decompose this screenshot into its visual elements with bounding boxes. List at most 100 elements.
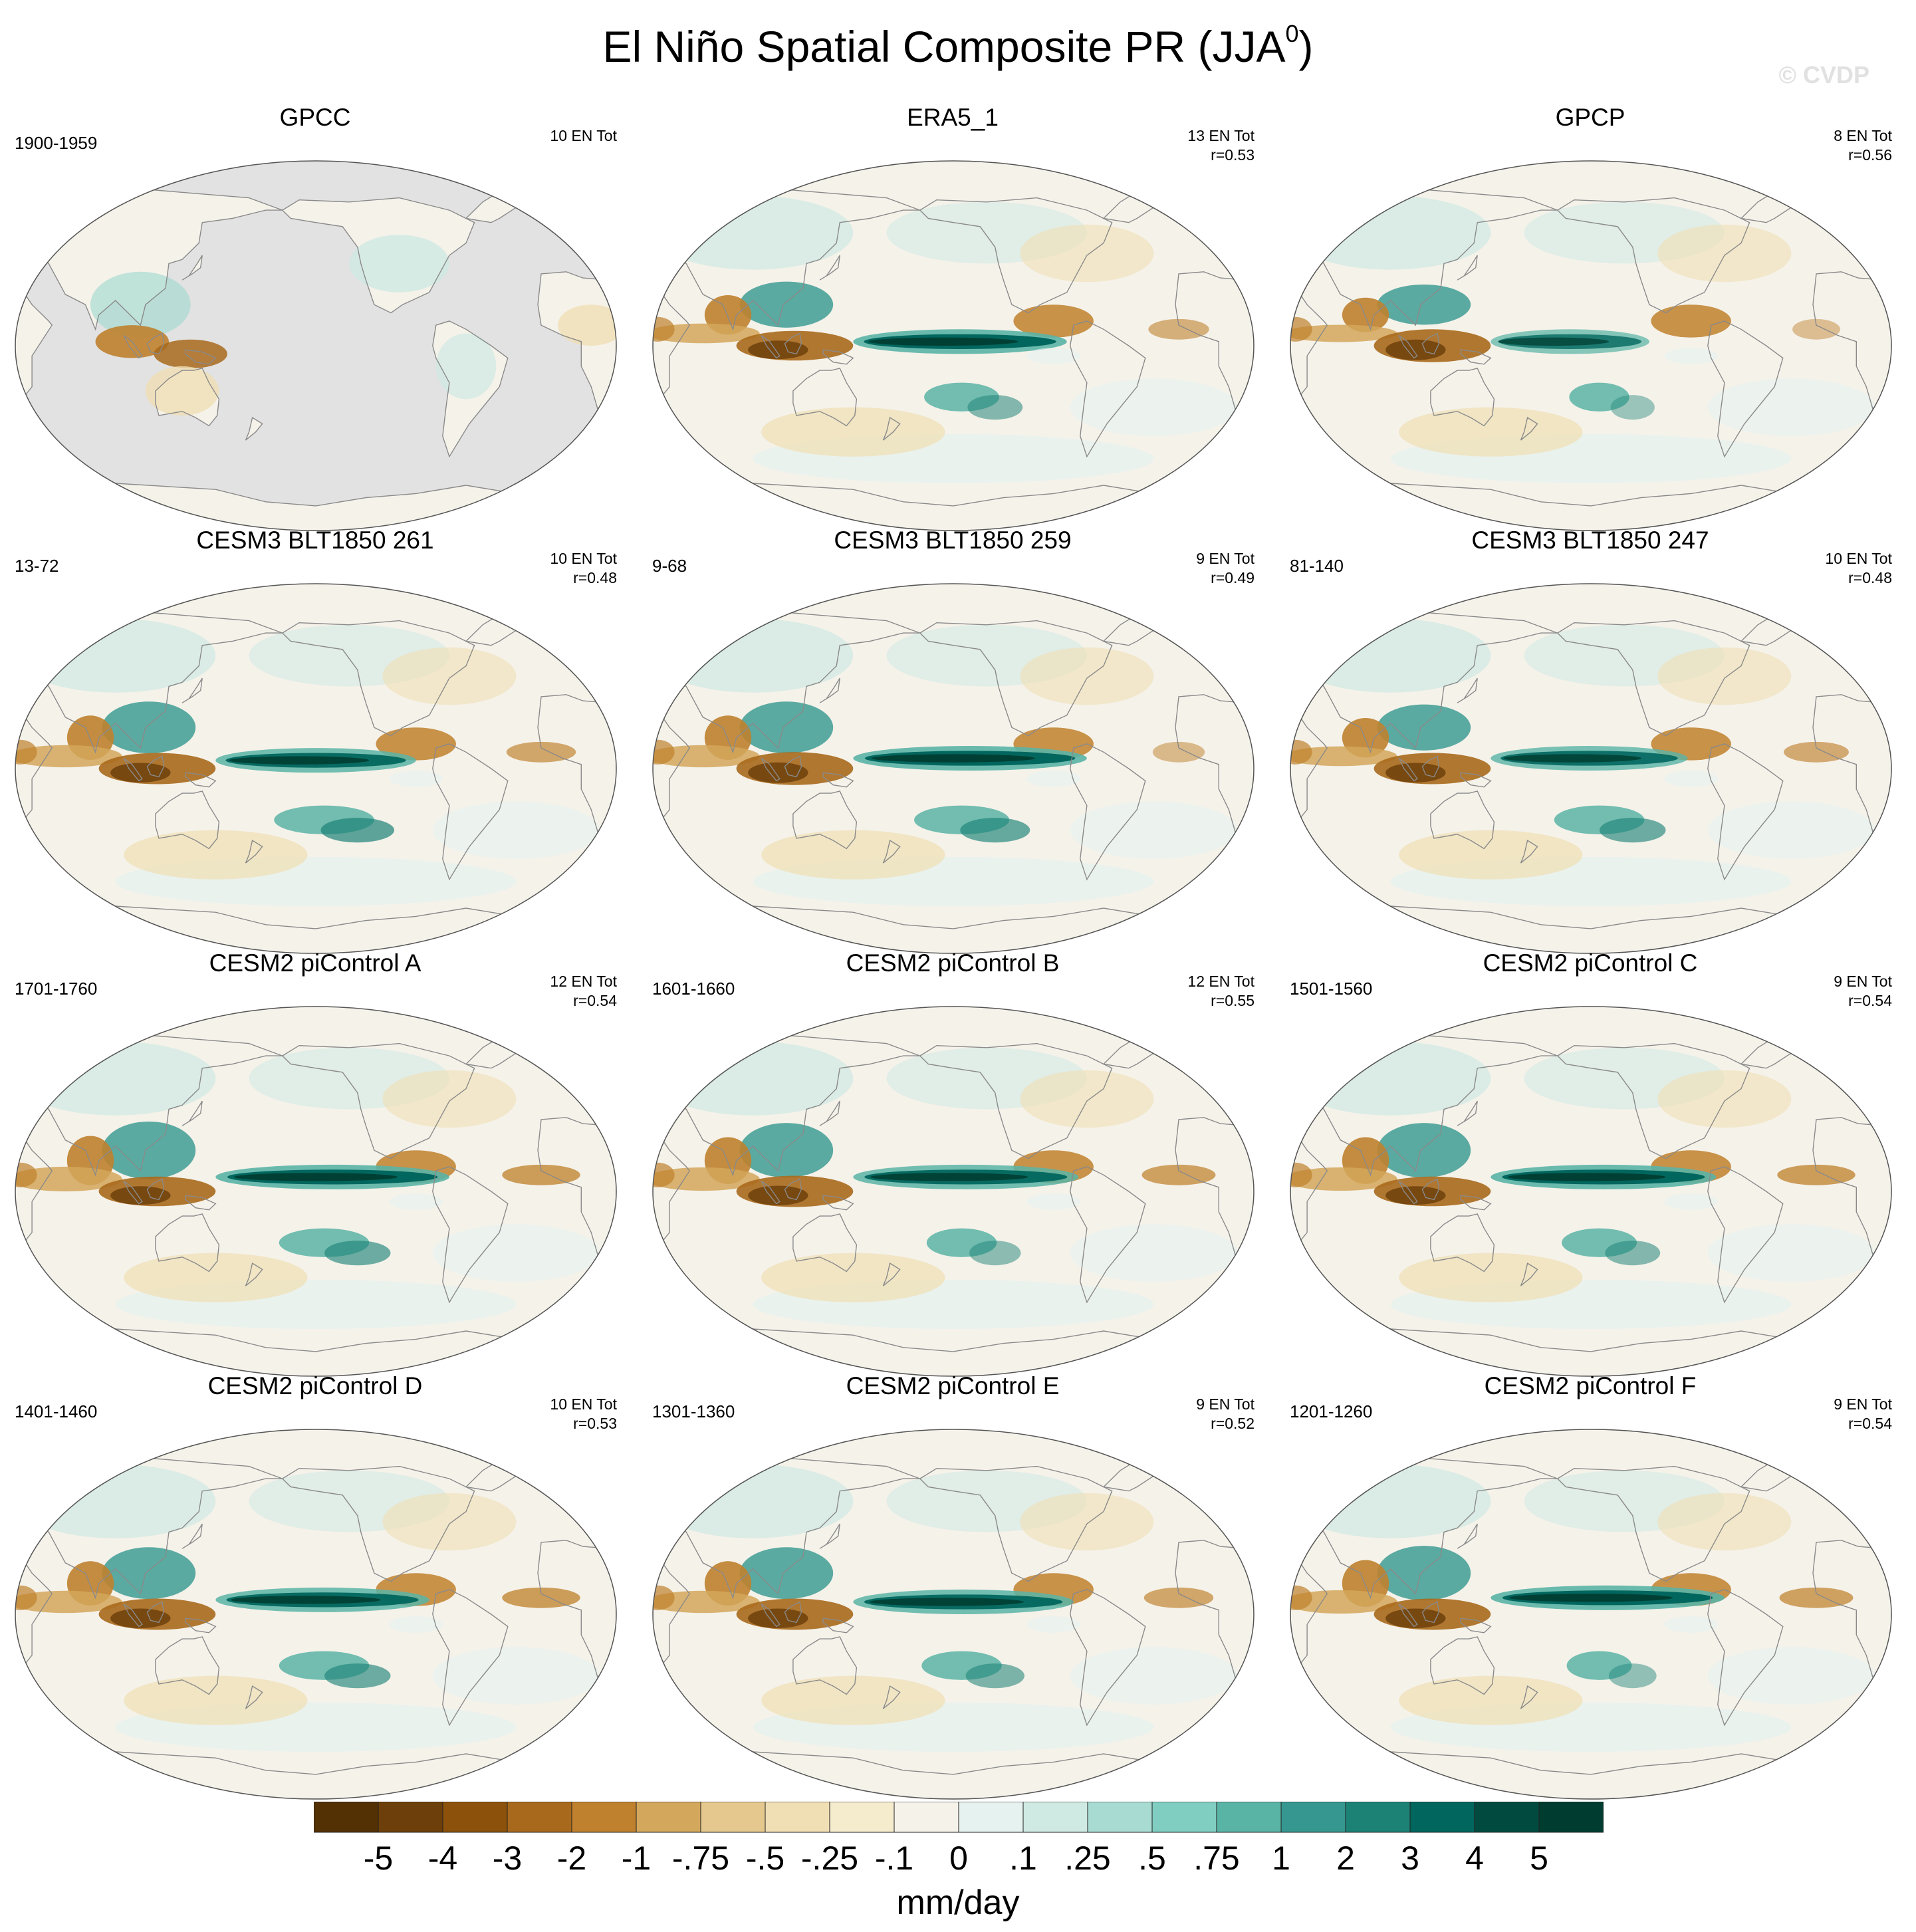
anomaly-itcz-max — [1498, 337, 1609, 346]
anomaly-itcz-max — [1503, 754, 1642, 763]
coastline-borneo — [784, 755, 802, 778]
map-outline — [1290, 1006, 1892, 1377]
panel-en-total: 12 EN Tot — [550, 973, 617, 990]
panel-title: CESM2 piControl C — [1483, 949, 1698, 977]
coastline-north-america — [919, 197, 1113, 314]
map-panel: CESM2 piControl B 1601-1660 12 EN Tot r=0.5… — [640, 949, 1265, 1377]
anomaly-africa-edge-dry — [1290, 1585, 1312, 1610]
anomaly-satl-wet — [1707, 1647, 1875, 1705]
panel-stats: 9 EN Tot r=0.54 — [1834, 972, 1892, 1011]
anomaly-atlitcz-dry — [502, 1164, 580, 1185]
anomaly-africa-edge-dry — [15, 739, 37, 765]
anomaly-indonesia-dry — [154, 339, 227, 368]
map-panel: GPCC 1900-1959 10 EN Tot — [3, 104, 628, 531]
anomaly-samerica-wet — [435, 333, 497, 400]
map-svg — [1290, 583, 1892, 954]
precip-field — [653, 161, 1254, 531]
map-outline — [1290, 160, 1892, 531]
panel-en-total: 10 EN Tot — [550, 127, 617, 144]
map-outline — [15, 1006, 617, 1377]
anomaly-india-dry — [1342, 297, 1389, 332]
map-panel: CESM2 piControl F 1201-1260 9 EN Tot r=0.54 — [1278, 1372, 1903, 1800]
coastline-antarctica — [653, 1751, 1254, 1799]
anomaly-eurasia-wet — [1290, 195, 1491, 270]
coastline-japan — [1457, 255, 1478, 281]
coastline-africa-west — [1812, 271, 1891, 416]
anomaly-eurasia-wet — [1290, 618, 1491, 693]
coastline-sumatra — [761, 335, 780, 359]
coastline-australia — [155, 790, 220, 850]
coastline-sumatra — [123, 758, 143, 782]
anomaly-wnp-wet — [102, 1547, 196, 1600]
panel-stats: 9 EN Tot r=0.49 — [1196, 549, 1255, 588]
coastline-new-zealand — [1520, 1262, 1538, 1286]
anomaly-maritime-core — [110, 1186, 171, 1205]
panel-title: CESM2 piControl F — [1484, 1372, 1697, 1399]
anomaly-spcz-core — [1600, 818, 1666, 843]
anomaly-wnp-wet — [1377, 704, 1471, 751]
anomaly-africa-edge-dry — [1290, 316, 1312, 342]
coastline-borneo — [146, 755, 165, 778]
anomaly-sw-dry — [761, 830, 945, 880]
precip-field — [653, 1429, 1254, 1799]
coastline-sumatra — [1398, 758, 1418, 782]
map-outline — [15, 583, 617, 954]
colorbar-tick-label: -2 — [557, 1840, 586, 1875]
coastline-new-guinea — [1460, 1618, 1492, 1633]
panel-years: 1201-1260 — [1290, 1401, 1373, 1421]
coastline-north-america — [919, 1042, 1113, 1159]
anomaly-wnp-wet — [1377, 284, 1471, 325]
anomaly-atlantic-dry — [1657, 1070, 1792, 1128]
coastline-borneo — [784, 332, 802, 355]
coastline-new-guinea — [185, 349, 217, 365]
colorbar-swatch — [1022, 1802, 1088, 1833]
panel-title: CESM3 BLT1850 247 — [1471, 527, 1709, 554]
anomaly-africa-edge-dry — [1290, 739, 1312, 765]
coastline-north-america — [1556, 197, 1750, 314]
panel-years: 1301-1360 — [652, 1401, 735, 1421]
colorbar-tick-label: 1 — [1272, 1840, 1290, 1875]
coastline-new-zealand — [882, 1262, 901, 1286]
colorbar-tick-label: -.75 — [672, 1840, 729, 1875]
anomaly-itcz-max — [871, 754, 1036, 763]
anomaly-itcz-max — [231, 1596, 381, 1604]
anomaly-eurasia-wet — [653, 1464, 854, 1538]
anomaly-epac-tongue — [389, 771, 443, 787]
panel-stats: 9 EN Tot r=0.54 — [1834, 1395, 1892, 1433]
colorbar-swatch — [700, 1802, 766, 1833]
anomaly-atlantic-dry — [382, 647, 517, 705]
coastline-new-guinea — [1460, 349, 1492, 365]
coastline-sumatra — [123, 335, 143, 359]
anomaly-epac-tongue — [1026, 348, 1080, 364]
precip-field — [653, 1007, 1254, 1376]
panel-en-total: 8 EN Tot — [1834, 127, 1892, 144]
anomaly-australia-dry — [145, 366, 219, 416]
coastline-sumatra — [1398, 1181, 1418, 1205]
watermark: © CVDP — [1778, 61, 1869, 88]
coastline-japan — [819, 255, 840, 281]
panel-years: 1701-1760 — [15, 979, 98, 999]
coastline-japan — [819, 1523, 840, 1549]
coastline-australia — [1430, 1636, 1495, 1695]
map-panel: CESM2 piControl C 1501-1560 9 EN Tot r=0.54 — [1278, 949, 1903, 1377]
anomaly-atlantic-dry — [1657, 647, 1792, 705]
coastline-australia — [792, 1636, 858, 1695]
coastline-north-america — [281, 197, 475, 314]
panel-title: CESM2 piControl B — [846, 949, 1060, 977]
map-panel: CESM2 piControl D 1401-1460 10 EN Tot r=0.5… — [3, 1372, 628, 1800]
anomaly-eurasia-wet — [1290, 1464, 1491, 1538]
anomaly-eurasia-wet — [653, 618, 854, 693]
colorbar-swatch — [1538, 1802, 1604, 1833]
precip-field — [15, 1429, 616, 1799]
anomaly-epac-tongue — [1664, 1193, 1718, 1210]
anomaly-africa-edge-dry — [15, 1162, 37, 1187]
colorbar-tick-label: 0 — [949, 1840, 968, 1875]
map-panel: CESM2 piControl A 1701-1760 12 EN Tot r=0.5… — [3, 949, 628, 1377]
anomaly-io-dry — [653, 745, 760, 768]
anomaly-itcz-max — [869, 1598, 1024, 1606]
anomaly-spcz-core — [969, 1241, 1021, 1266]
coastline-japan — [1457, 1100, 1478, 1126]
coastline-north-america — [1556, 1465, 1750, 1582]
anomaly-atlitcz-dry — [1784, 741, 1849, 763]
map-outline — [652, 583, 1255, 954]
